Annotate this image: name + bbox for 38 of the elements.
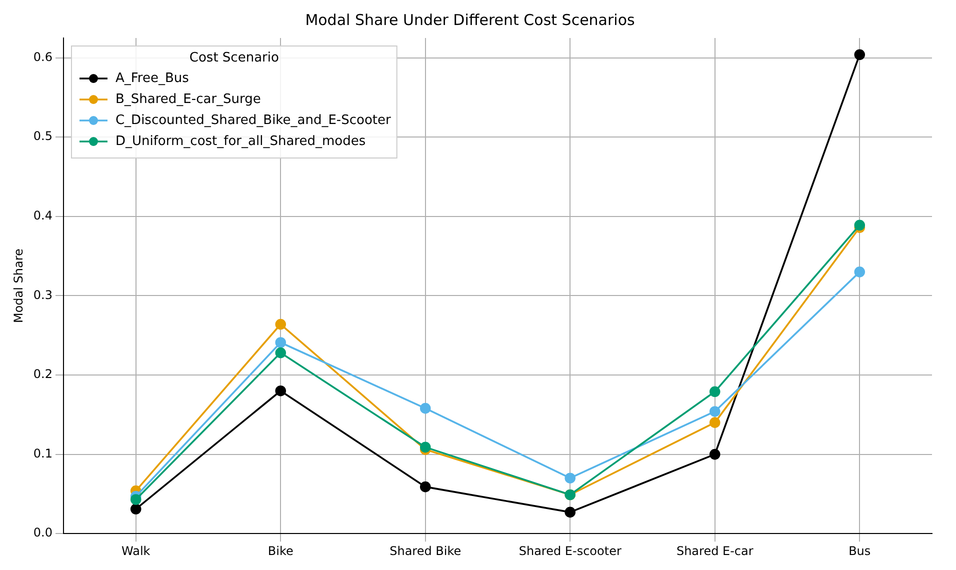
point	[709, 386, 720, 398]
legend-label: A_Free_Bus	[115, 70, 190, 86]
y-tick-label: 0.1	[33, 446, 52, 460]
y-tick-label: 0.5	[33, 129, 52, 144]
point	[564, 506, 576, 518]
point	[130, 494, 142, 505]
point	[420, 442, 431, 453]
point	[709, 448, 720, 460]
x-tick-label: Bus	[848, 544, 871, 558]
x-tick-label: Shared Bike	[390, 544, 462, 558]
y-axis-title: Modal Share	[11, 248, 26, 324]
x-tick-label: Shared E-scooter	[518, 544, 622, 558]
x-tick-label: Shared E-car	[676, 544, 754, 558]
point	[275, 347, 286, 358]
point	[420, 402, 431, 414]
y-tick-label: 0.6	[33, 50, 52, 64]
point	[854, 220, 866, 231]
legend-title: Cost Scenario	[189, 50, 279, 66]
point	[275, 385, 286, 396]
y-tick-label: 0.4	[33, 208, 52, 223]
chart-title: Modal Share Under Different Cost Scenarios	[305, 10, 635, 29]
x-tick-label: Walk	[121, 544, 150, 558]
legend-label: D_Uniform_cost_for_all_Shared_modes	[115, 134, 366, 149]
y-tick-label: 0.0	[33, 526, 52, 540]
y-tick-label: 0.2	[33, 367, 52, 382]
point	[130, 504, 142, 514]
point	[275, 318, 286, 330]
point	[709, 406, 720, 417]
legend-label: B_Shared_E-car_Surge	[115, 92, 261, 107]
point	[564, 472, 576, 484]
point	[420, 481, 431, 492]
point	[854, 49, 866, 60]
x-tick-label: Bike	[268, 544, 294, 558]
point	[709, 417, 720, 428]
y-tick-label: 0.3	[33, 288, 52, 302]
legend-label: C_Discounted_Shared_Bike_and_E-Scooter	[115, 112, 392, 128]
point	[854, 266, 866, 278]
point	[275, 337, 286, 348]
